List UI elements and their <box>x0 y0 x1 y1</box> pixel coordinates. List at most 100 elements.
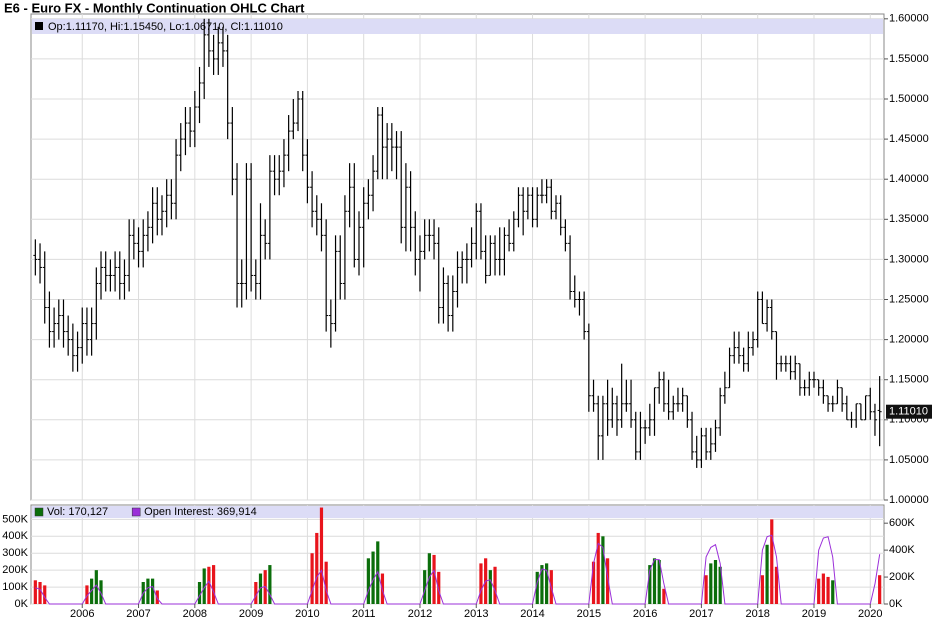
y-tick-label: 100K <box>2 581 28 593</box>
x-tick-label: 2016 <box>633 608 657 620</box>
x-tick-label: 2015 <box>577 608 601 620</box>
volume-bar <box>324 561 328 604</box>
volume-bar <box>432 554 436 604</box>
y-tick-label: 1.00000 <box>889 494 929 506</box>
volume-bar <box>821 573 825 604</box>
volume-bar <box>211 565 216 604</box>
legend-band <box>32 506 883 518</box>
legend-label: Open Interest: 369,914 <box>144 506 257 518</box>
volume-bar <box>831 580 835 604</box>
volume-bar <box>43 585 47 604</box>
volume-bar <box>765 544 769 604</box>
x-tick-label: 2017 <box>689 608 713 620</box>
y-tick-label: 1.30000 <box>889 253 929 265</box>
volume-bar <box>310 553 314 604</box>
x-tick-label: 2019 <box>802 608 826 620</box>
x-tick-label: 2009 <box>239 608 263 620</box>
volume-bar <box>479 563 483 604</box>
y-tick-label: 400K <box>2 530 28 542</box>
volume-bar <box>657 560 661 604</box>
volume-bar <box>423 570 427 604</box>
chart-title: E6 - Euro FX - Monthly Continuation OHLC… <box>4 0 305 15</box>
volume-bar <box>319 507 324 604</box>
volume-bar <box>207 566 211 604</box>
volume-bar <box>146 578 150 604</box>
volume-bar <box>535 571 539 604</box>
y-tick-label: 0K <box>15 598 29 610</box>
open-interest-line <box>35 534 881 605</box>
volume-bar <box>774 566 779 604</box>
volume-bar <box>648 565 652 604</box>
volume-bar <box>94 570 98 604</box>
last-price-label: 1.11010 <box>889 406 928 418</box>
volume-bar <box>366 558 370 604</box>
y-tick-label: 1.25000 <box>889 293 929 305</box>
x-tick-label: 2013 <box>464 608 488 620</box>
volume-bar <box>713 560 718 604</box>
volume-bar <box>371 551 375 604</box>
y2-tick-label: 400K <box>889 544 915 556</box>
last-price-box <box>886 404 932 419</box>
volume-bar <box>591 561 596 604</box>
y-tick-label: 1.55000 <box>889 53 929 65</box>
x-tick-label: 2018 <box>745 608 769 620</box>
volume-bar <box>718 566 722 604</box>
x-tick-label: 2007 <box>126 608 150 620</box>
y-tick-label: 500K <box>2 513 28 525</box>
y2-tick-label: 200K <box>889 571 915 583</box>
volume-bar <box>85 585 89 604</box>
volume-bar <box>33 580 37 604</box>
volume-bar <box>254 582 258 604</box>
volume-bar <box>437 571 441 604</box>
y-tick-label: 1.60000 <box>889 13 929 25</box>
volume-bar <box>704 575 708 604</box>
y2-tick-label: 0K <box>889 598 903 610</box>
y-tick-label: 1.50000 <box>889 93 929 105</box>
y-tick-label: 300K <box>2 547 28 559</box>
volume-bar <box>315 532 319 604</box>
header-icon <box>35 22 43 30</box>
y-tick-label: 1.35000 <box>889 213 929 225</box>
x-tick-label: 2010 <box>295 608 319 620</box>
x-tick-label: 2008 <box>183 608 207 620</box>
x-tick-label: 2006 <box>70 608 94 620</box>
legend-swatch <box>34 507 44 517</box>
y-tick-label: 200K <box>2 564 28 576</box>
y-tick-label: 1.05000 <box>889 454 929 466</box>
volume-bar <box>596 532 600 604</box>
y-tick-label: 1.20000 <box>889 334 929 346</box>
volume-bar <box>652 558 657 604</box>
volume-bar <box>817 578 821 604</box>
volume-bar <box>601 536 605 604</box>
legend-swatch <box>131 507 141 517</box>
volume-bar <box>197 582 202 604</box>
x-tick-label: 2011 <box>352 608 376 620</box>
volume-bar <box>770 519 774 604</box>
volume-bar <box>488 570 492 604</box>
volume-bar <box>662 588 666 604</box>
y2-tick-label: 600K <box>889 517 915 529</box>
volume-bar <box>493 566 497 604</box>
volume-bar <box>826 576 830 604</box>
y-tick-label: 1.15000 <box>889 374 929 386</box>
volume-bar <box>605 558 610 604</box>
volume-bar <box>99 580 103 604</box>
grid <box>31 14 884 605</box>
volume-bar <box>38 582 42 604</box>
legend-label: Vol: 170,127 <box>47 506 108 518</box>
x-tick-label: 2012 <box>408 608 432 620</box>
x-tick-label: 2020 <box>858 608 882 620</box>
x-tick-label: 2014 <box>520 608 544 620</box>
volume-bar <box>545 563 549 604</box>
y-tick-label: 1.45000 <box>889 133 929 145</box>
header-band <box>32 19 883 34</box>
volume-bar <box>540 565 544 604</box>
volume-bar <box>268 565 272 604</box>
volume-bar <box>760 575 764 604</box>
volume-bar <box>709 563 713 604</box>
marks <box>33 18 882 605</box>
volume-bar <box>202 568 206 604</box>
volume-bar <box>90 578 94 604</box>
volume-bar <box>878 575 882 604</box>
